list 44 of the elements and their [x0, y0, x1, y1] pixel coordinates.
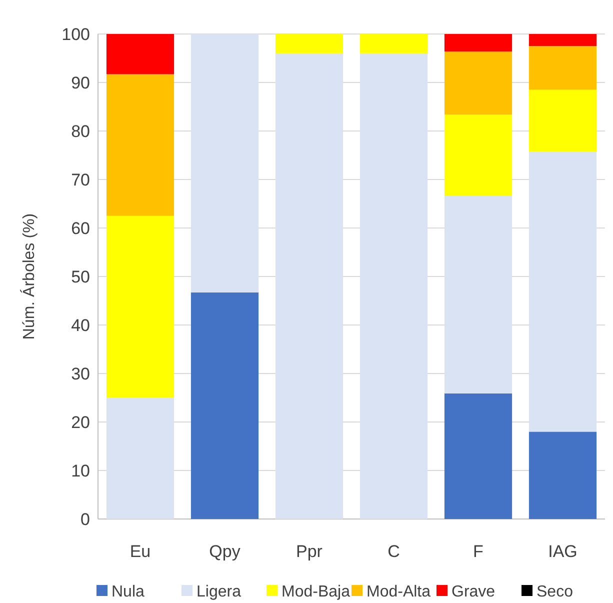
bar — [528, 46, 597, 90]
y-tick-label: 20 — [71, 412, 90, 432]
bar — [190, 292, 259, 519]
x-tick-label: Eu — [130, 542, 151, 561]
y-tick-label: 30 — [71, 364, 90, 384]
legend-label: Seco — [536, 584, 574, 601]
bar — [106, 74, 174, 216]
bar — [528, 152, 597, 432]
bar — [106, 34, 174, 74]
bar — [106, 216, 174, 398]
y-tick-label: 70 — [71, 170, 90, 190]
x-tick-label: F — [473, 542, 484, 561]
x-tick-label: IAG — [548, 542, 578, 561]
y-tick-label: 50 — [71, 267, 90, 286]
x-tick-label: Ppr — [296, 542, 323, 561]
bar — [444, 34, 512, 52]
bar — [444, 196, 512, 394]
x-tick-label: C — [388, 542, 400, 561]
legend-label: Nula — [112, 584, 145, 601]
bar — [360, 34, 428, 54]
bar — [528, 432, 597, 519]
legend-label: Grave — [452, 584, 496, 601]
x-tick-label: Qpy — [209, 542, 241, 561]
bar — [444, 51, 512, 115]
bar — [360, 53, 428, 519]
bar — [106, 398, 174, 519]
bar — [528, 90, 597, 152]
y-tick-label: 40 — [71, 316, 90, 335]
bar — [275, 53, 344, 519]
bar — [275, 34, 344, 54]
y-tick-label: 100 — [62, 24, 90, 44]
y-tick-label: 80 — [71, 122, 90, 141]
legend-label: Ligera — [196, 584, 242, 601]
bar — [190, 34, 259, 293]
bar — [444, 114, 512, 196]
y-tick-label: 10 — [71, 461, 90, 480]
y-tick-label: 0 — [80, 510, 90, 529]
legend-label: Mod-Baja — [282, 584, 350, 601]
y-axis-title: Núm. Árboles (%) — [20, 213, 38, 340]
legend-label: Mod-Alta — [366, 584, 431, 601]
bar — [528, 34, 597, 46]
y-tick-label: 90 — [71, 73, 90, 92]
y-tick-label: 60 — [71, 218, 90, 238]
bar — [444, 393, 512, 519]
